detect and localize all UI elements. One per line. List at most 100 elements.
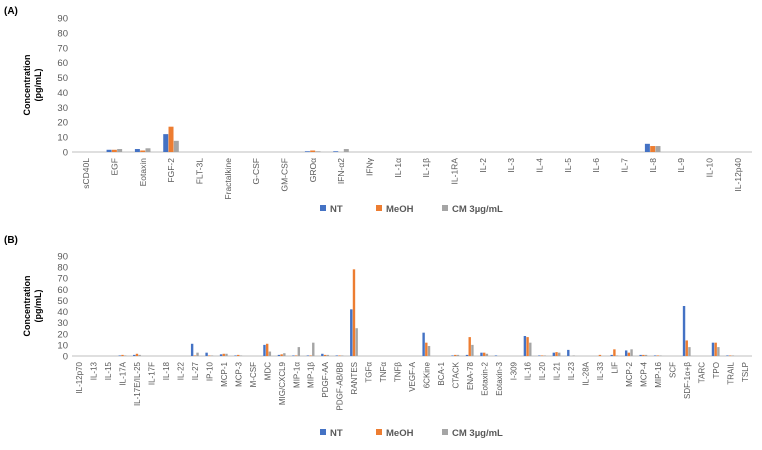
bar bbox=[222, 353, 225, 356]
bar bbox=[485, 353, 489, 356]
bar bbox=[135, 353, 139, 356]
legend-label: CM 3µg/mL bbox=[452, 428, 503, 439]
y-tick-label: 0 bbox=[63, 148, 68, 159]
x-category-label: MCP-2 bbox=[625, 361, 634, 386]
bar bbox=[422, 332, 425, 356]
x-category-label: SDF-1α+β bbox=[683, 362, 692, 399]
x-category-label: IL-20 bbox=[538, 361, 547, 380]
bar bbox=[482, 352, 486, 356]
bar bbox=[538, 355, 541, 356]
bar bbox=[711, 342, 715, 356]
x-category-label: IL-1RA bbox=[450, 158, 460, 185]
bar bbox=[335, 355, 339, 356]
bar bbox=[312, 342, 315, 356]
x-category-label: FGF-2 bbox=[166, 158, 176, 183]
x-category-label: MCP-3 bbox=[234, 361, 243, 386]
y-tick-label: 0 bbox=[63, 352, 68, 363]
x-category-label: VEGF-A bbox=[408, 361, 417, 391]
bar bbox=[688, 347, 691, 356]
bar bbox=[138, 354, 141, 356]
y-tick-label: 80 bbox=[57, 28, 68, 39]
y-tick-label: 20 bbox=[57, 329, 68, 340]
x-category-label: BCA-1 bbox=[437, 361, 446, 385]
x-category-label: IL-27 bbox=[191, 361, 200, 380]
legend-swatch bbox=[376, 205, 382, 211]
bar bbox=[168, 126, 174, 152]
x-category-label: MIP-1β bbox=[307, 362, 316, 388]
bar bbox=[237, 354, 240, 356]
bar bbox=[685, 340, 688, 356]
x-category-label: IL-21 bbox=[553, 361, 562, 380]
x-category-label: MIP-1α bbox=[292, 362, 301, 388]
bar bbox=[627, 352, 631, 356]
bar bbox=[134, 149, 140, 152]
bar bbox=[268, 351, 272, 356]
bar bbox=[639, 354, 642, 356]
bar bbox=[427, 346, 431, 356]
bar bbox=[283, 353, 286, 356]
bar bbox=[117, 149, 123, 152]
bar bbox=[338, 355, 341, 356]
y-tick-label: 30 bbox=[57, 318, 68, 329]
bar bbox=[193, 355, 197, 356]
x-category-label: SCF bbox=[668, 362, 677, 378]
x-category-label: IFN-α2 bbox=[336, 158, 346, 184]
bar bbox=[540, 355, 544, 356]
bar bbox=[656, 355, 660, 356]
y-tick-label: 40 bbox=[57, 307, 68, 318]
bar bbox=[190, 343, 194, 356]
bar bbox=[333, 151, 339, 152]
x-category-label: I-309 bbox=[509, 361, 518, 380]
bar bbox=[106, 149, 112, 152]
x-category-label: IL-15 bbox=[104, 361, 113, 380]
x-category-label: PDGF-AA bbox=[321, 361, 330, 397]
bar bbox=[277, 354, 281, 356]
bar bbox=[145, 148, 151, 152]
bar bbox=[219, 354, 223, 356]
bar bbox=[552, 352, 556, 356]
bar bbox=[297, 347, 301, 356]
bar bbox=[731, 355, 735, 356]
x-category-label: IL-16 bbox=[524, 361, 533, 380]
bar bbox=[624, 350, 628, 356]
bar bbox=[355, 328, 358, 356]
x-category-label: 6CKine bbox=[422, 361, 431, 388]
y-tick-label: 60 bbox=[57, 58, 68, 69]
x-category-label: TGFα bbox=[365, 362, 374, 383]
bar bbox=[196, 352, 199, 356]
x-category-label: IL-17A bbox=[119, 361, 128, 385]
legend-swatch bbox=[320, 429, 326, 435]
y-tick-label: 20 bbox=[57, 118, 68, 129]
bar bbox=[326, 354, 329, 356]
bar bbox=[717, 347, 720, 356]
legend-swatch bbox=[320, 205, 326, 211]
bar bbox=[653, 355, 657, 356]
bar bbox=[526, 337, 529, 356]
x-category-label: sCD40L bbox=[81, 158, 91, 189]
bar bbox=[323, 354, 327, 356]
x-category-label: Fractalkine bbox=[223, 158, 233, 200]
bar bbox=[265, 343, 269, 356]
bar bbox=[343, 149, 349, 152]
bar bbox=[572, 355, 575, 356]
legend-label: MeOH bbox=[386, 428, 414, 439]
bar bbox=[682, 306, 686, 356]
bar bbox=[615, 355, 619, 356]
x-category-label: IL-12p40 bbox=[733, 158, 743, 192]
x-category-label: IP-10 bbox=[205, 361, 214, 381]
bar bbox=[558, 352, 561, 356]
bar bbox=[630, 349, 633, 356]
x-category-label: TNFβ bbox=[394, 362, 403, 383]
x-category-label: FLT-3L bbox=[195, 158, 205, 185]
bar bbox=[352, 269, 356, 356]
y-tick-label: 10 bbox=[57, 133, 68, 144]
x-category-label: IL-17E/IL-25 bbox=[133, 361, 142, 406]
y-tick-label: 50 bbox=[57, 296, 68, 307]
bar bbox=[234, 355, 237, 356]
bar bbox=[133, 354, 136, 356]
x-category-label: IL-13 bbox=[90, 361, 99, 380]
bar bbox=[425, 342, 428, 356]
bar bbox=[118, 355, 121, 356]
bar bbox=[714, 342, 717, 356]
